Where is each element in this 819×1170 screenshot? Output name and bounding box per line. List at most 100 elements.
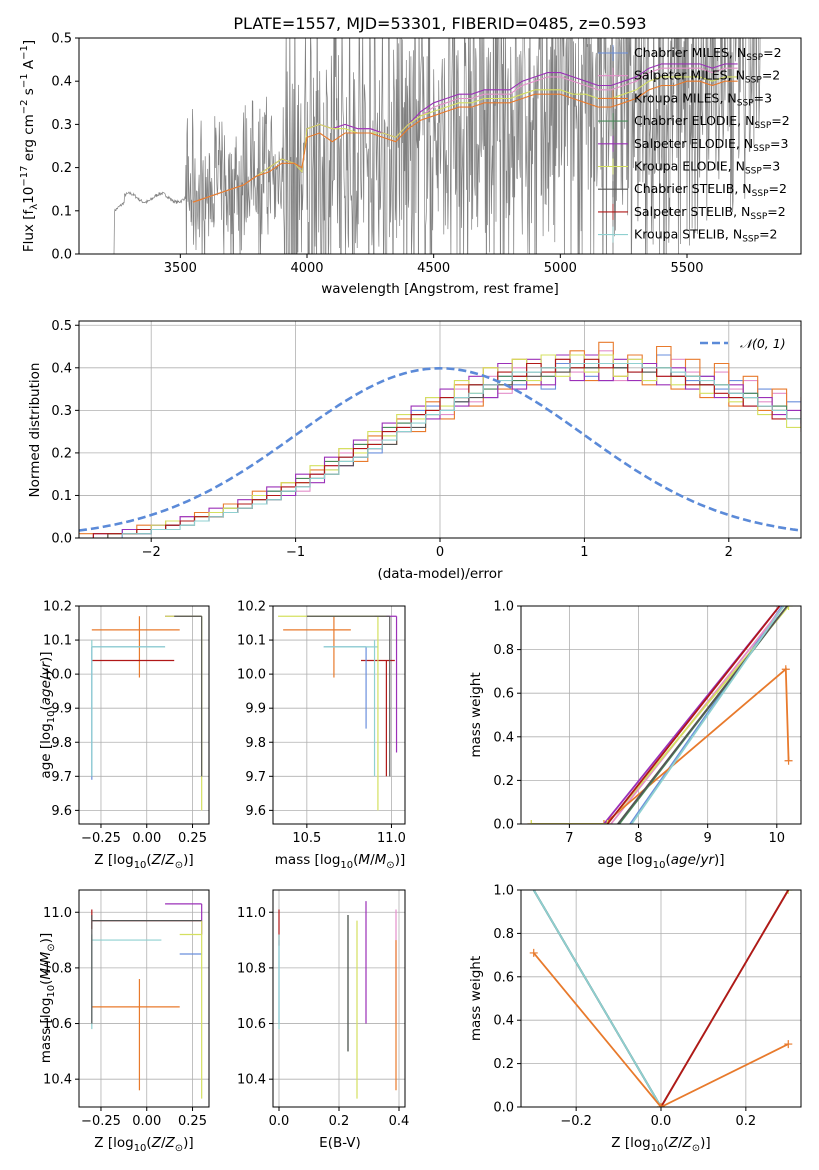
x-tick-label: 0.00 [132,831,161,846]
x-axis-label: mass [log10(M/M⊙)] [275,852,405,871]
weight-series-line [533,952,789,1107]
plot-area [91,615,203,811]
x-tick-label: 8 [634,831,642,846]
y-tick-label: 0.2 [51,161,72,176]
x-tick-label: 4000 [290,261,323,276]
x-tick-label: 7 [565,831,573,846]
y-tick-label: 0.5 [51,32,72,47]
chart-Z_vs_age: −0.25 0.00 0.25 9.6 9.7 9.8 9.9 10.0 10.1 10.2 Z [… [38,600,210,871]
x-tick-label: −0.2 [560,1114,592,1129]
x-tick-label: −1 [286,545,305,560]
chart-weight_vs_Z: −0.2 0.0 0.2 0.0 0.2 0.4 0.6 0.8 1.0 mass weight Z… [468,884,802,1154]
y-tick-label: 0.0 [493,1101,514,1116]
histogram-series [79,354,801,538]
errorbar-point [91,979,180,1091]
x-tick-label: 0.25 [178,1114,207,1129]
legend-label: Salpeter STELIB, NSSP=2 [634,204,786,222]
weight-series-line [531,667,790,824]
legend-label: Salpeter ELODIE, NSSP=3 [634,136,788,154]
errorbar-point [278,615,387,811]
y-tick-label: 10.0 [237,668,266,683]
axes-frame [78,320,802,539]
y-axis-label: mass weight [468,956,484,1041]
axes-frame [78,889,210,1108]
y-tick-label: 10.2 [237,600,266,615]
x-axis-label: E(B-V) [319,1135,361,1151]
errorbar-point [306,615,391,777]
plus-marker [784,1040,793,1049]
plus-marker [781,665,790,674]
chart-title: PLATE=1557, MJD=53301, FIBERID=0485, z=0… [233,14,646,33]
y-tick-label: 9.7 [245,770,266,785]
y-tick-label: 0.3 [51,118,72,133]
x-axis-label: Z [log10(Z/Z⊙)] [611,1135,710,1154]
plus-marker [784,890,793,894]
y-tick-label: 0.8 [493,643,514,658]
x-tick-label: 3500 [164,261,197,276]
histogram-series [79,362,801,538]
legend-label: Salpeter MILES, NSSP=2 [634,68,780,86]
errorbar-point [165,903,203,935]
y-tick-label: 11.0 [43,906,72,921]
y-tick-label: 0.8 [493,927,514,942]
y-tick-label: 10.2 [43,600,72,615]
axes-frame [78,605,210,825]
y-tick-label: 10.6 [237,1017,266,1032]
x-tick-label: 0 [436,545,444,560]
y-tick-label: 9.9 [51,702,72,717]
errorbar-point [179,920,203,1099]
y-axis-label: mass weight [468,672,484,757]
y-tick-label: 9.7 [51,770,72,785]
legend-label: Chabrier MILES, NSSP=2 [634,45,782,63]
y-tick-label: 0.6 [493,687,514,702]
plus-marker [527,820,536,824]
y-tick-label: 0.1 [51,204,72,219]
errorbar-point [91,646,166,780]
y-tick-label: 0.4 [51,361,72,376]
normal-distribution-curve [79,366,801,532]
y-tick-label: 1.0 [493,884,514,899]
errorbar-point [323,646,367,729]
y-tick-label: 9.9 [245,702,266,717]
x-tick-label: 10.5 [292,831,321,846]
x-tick-label: 1 [580,545,588,560]
histogram-series [79,350,801,538]
x-tick-label: 5000 [544,261,577,276]
y-tick-label: 10.1 [43,634,72,649]
weight-series-line [629,606,784,824]
x-tick-label: 0.00 [132,1114,161,1129]
x-tick-label: 0.2 [329,1114,350,1129]
axes-frame [272,605,406,825]
y-tick-label: 10.8 [43,961,72,976]
y-tick-label: 0.6 [493,970,514,985]
errorbar-point [323,640,378,777]
plot-area [278,901,397,1099]
plot-area [529,890,793,1107]
legend-label: Chabrier STELIB, NSSP=2 [634,181,787,199]
x-tick-label: 0.0 [651,1114,672,1129]
histogram-series [79,354,801,538]
histogram-series [79,362,801,538]
y-axis-label: Normed distribution [27,363,43,498]
y-tick-label: 10.0 [43,668,72,683]
errorbar-point [91,934,162,1030]
x-axis-label: (data-model)/error [377,566,503,582]
y-tick-label: 0.4 [51,75,72,90]
model-spectrum-line [192,80,738,203]
y-tick-label: 10.6 [43,1017,72,1032]
x-tick-label: 4500 [417,261,450,276]
y-tick-label: 0.0 [51,532,72,547]
plot-area [79,341,801,538]
y-tick-label: 1.0 [493,600,514,615]
plus-marker [529,948,538,957]
errorbar-point [174,615,203,777]
plus-marker [603,820,612,824]
errorbar-point [165,615,203,811]
x-tick-label: 9 [704,831,712,846]
x-tick-label: 0.0 [269,1114,290,1129]
plot-area [79,38,761,254]
plus-marker [784,756,793,765]
axes-frame [78,37,802,255]
x-axis-label: Z [log10(Z/Z⊙)] [94,1135,193,1154]
